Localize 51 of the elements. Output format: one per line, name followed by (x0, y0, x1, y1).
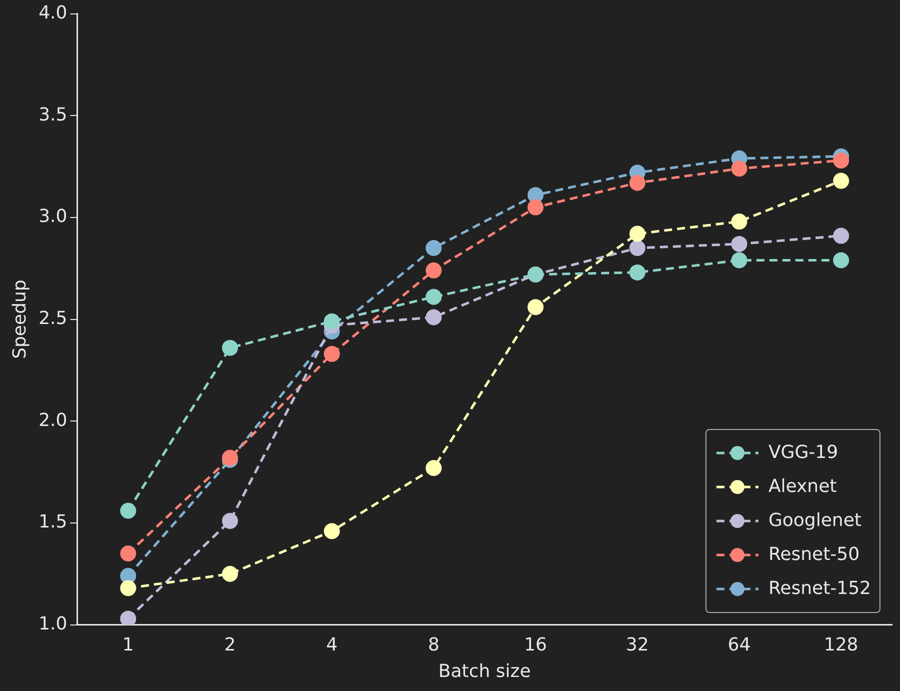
point (731, 160, 748, 177)
point (324, 346, 340, 362)
y-tick-label: 4.0 (38, 2, 68, 24)
point (833, 252, 850, 268)
y-tick-label: 3.5 (38, 104, 68, 126)
point (120, 580, 136, 596)
x-tick-label: 8 (428, 634, 440, 656)
legend-label: Googlenet (768, 510, 862, 532)
x-axis-title: Batch size (438, 660, 531, 682)
point (426, 309, 442, 326)
point (833, 228, 850, 244)
point (731, 214, 748, 230)
legend-label: VGG-19 (768, 442, 838, 464)
point (629, 240, 646, 256)
point (629, 174, 646, 191)
point (222, 340, 238, 356)
legend-label: Resnet-152 (768, 578, 871, 600)
point (324, 523, 340, 540)
y-tick-label: 1.5 (38, 512, 68, 533)
point (324, 313, 340, 330)
y-tick-label: 1.0 (38, 613, 68, 634)
point (222, 512, 238, 529)
point (833, 152, 850, 168)
point (426, 262, 442, 278)
point (833, 172, 850, 189)
point (731, 252, 748, 268)
y-tick-label: 2.5 (38, 308, 68, 329)
legend-label: Alexnet (768, 476, 837, 498)
point (120, 502, 136, 519)
y-tick-label: 3.0 (38, 206, 68, 228)
x-tick-label: 4 (326, 634, 338, 656)
point (528, 199, 544, 216)
x-tick-label: 1 (122, 634, 134, 656)
y-tick-label: 2.0 (38, 410, 68, 431)
point (120, 610, 136, 625)
legend-label: Resnet-50 (768, 544, 860, 566)
point (426, 240, 442, 256)
y-axis-title: Speedup (9, 280, 30, 359)
point (629, 264, 646, 280)
point (528, 299, 544, 316)
x-tick-label: 16 (524, 634, 547, 656)
x-tick-label: 64 (728, 634, 751, 656)
point (629, 226, 646, 242)
point (426, 288, 442, 305)
point (426, 460, 442, 476)
point (222, 566, 238, 582)
point (731, 236, 748, 252)
x-tick-label: 32 (626, 634, 649, 656)
point (120, 546, 136, 562)
x-tick-label: 2 (224, 634, 236, 656)
x-tick-label: 128 (824, 634, 858, 656)
